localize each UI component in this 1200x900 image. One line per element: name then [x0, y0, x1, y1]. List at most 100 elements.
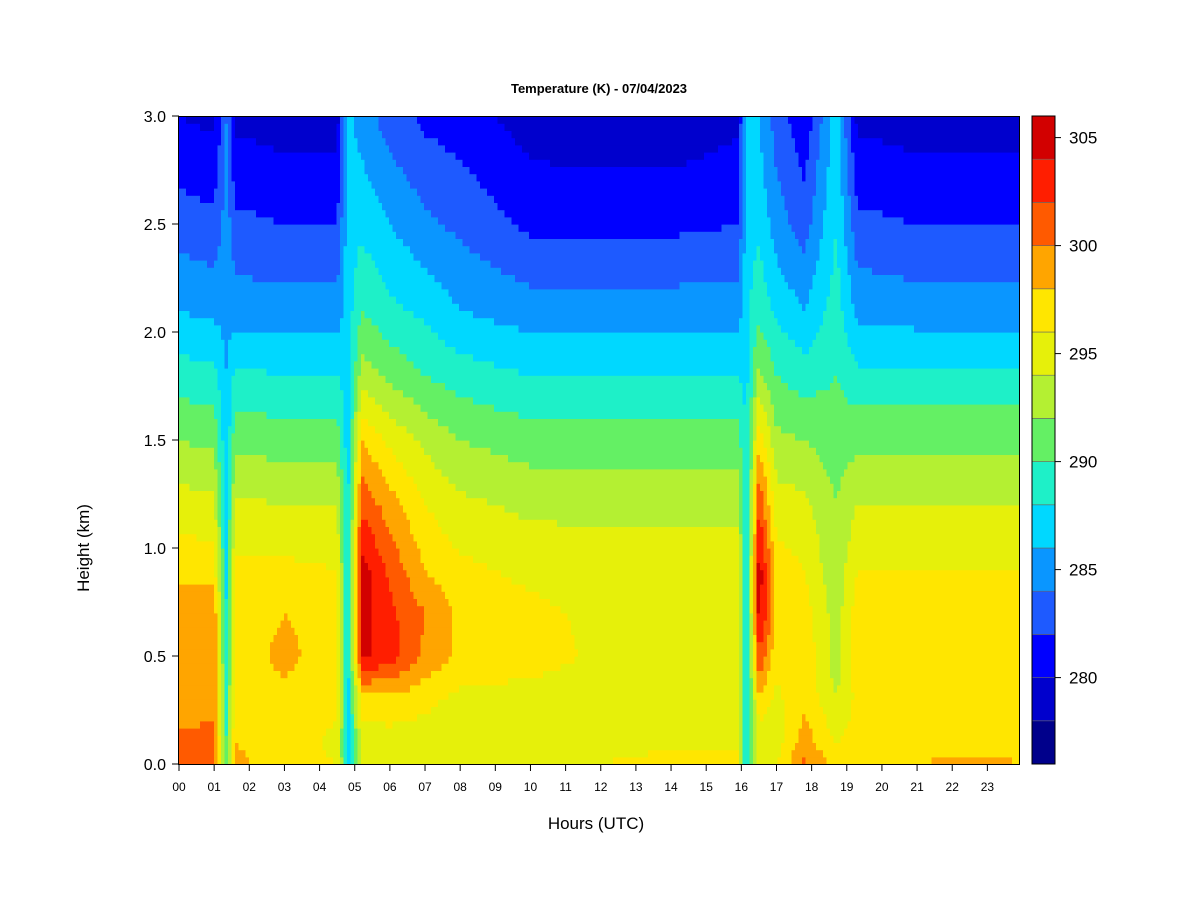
- heatmap-cell: [228, 245, 233, 254]
- heatmap-cell: [214, 396, 219, 405]
- heatmap-cell: [350, 512, 355, 520]
- heatmap-cell: [228, 173, 233, 182]
- heatmap-cell: [305, 411, 310, 419]
- heatmap-cell: [364, 317, 369, 326]
- heatmap-cell: [203, 591, 208, 599]
- heatmap-cell: [277, 677, 282, 686]
- heatmap-cell: [294, 756, 299, 765]
- heatmap-cell: [329, 130, 334, 139]
- heatmap-cell: [214, 548, 219, 556]
- heatmap-cell: [350, 375, 355, 383]
- heatmap-cell: [277, 634, 282, 643]
- heatmap-cell: [235, 440, 240, 448]
- heatmap-cell: [294, 375, 299, 383]
- heatmap-cell: [231, 245, 236, 254]
- heatmap-cell: [228, 267, 233, 275]
- heatmap-cell: [354, 663, 359, 671]
- heatmap-cell: [217, 202, 222, 211]
- heatmap-cell: [217, 144, 222, 153]
- heatmap-cell: [238, 216, 243, 225]
- heatmap-cell: [270, 591, 275, 599]
- heatmap-cell: [294, 123, 299, 131]
- heatmap-cell: [179, 130, 184, 139]
- heatmap-cell: [340, 677, 345, 686]
- heatmap-cell: [336, 533, 341, 542]
- heatmap-cell: [263, 670, 268, 679]
- heatmap-cell: [319, 202, 324, 211]
- heatmap-cell: [249, 368, 254, 376]
- heatmap-cell: [252, 195, 257, 203]
- heatmap-cell: [319, 706, 324, 715]
- heatmap-cell: [179, 180, 184, 189]
- heatmap-cell: [305, 706, 310, 715]
- heatmap-cell: [326, 598, 331, 607]
- heatmap-cell: [361, 368, 366, 376]
- heatmap-cell: [340, 159, 345, 167]
- heatmap-cell: [193, 656, 198, 664]
- heatmap-cell: [305, 368, 310, 376]
- heatmap-cell: [179, 540, 184, 549]
- heatmap-cell: [249, 548, 254, 556]
- heatmap-cell: [312, 620, 317, 628]
- heatmap-cell: [315, 231, 320, 239]
- heatmap-cell: [249, 742, 254, 751]
- heatmap-cell: [301, 166, 306, 175]
- heatmap-cell: [354, 677, 359, 686]
- heatmap-cell: [242, 382, 247, 391]
- heatmap-cell: [315, 159, 320, 167]
- heatmap-cell: [207, 548, 212, 556]
- heatmap-cell: [336, 756, 341, 765]
- heatmap-cell: [301, 382, 306, 391]
- heatmap-cell: [238, 519, 243, 527]
- heatmap-cell: [270, 720, 275, 729]
- heatmap-cell: [228, 180, 233, 189]
- heatmap-cell: [245, 476, 250, 484]
- heatmap-cell: [193, 706, 198, 715]
- heatmap-cell: [245, 634, 250, 643]
- heatmap-cell: [319, 317, 324, 326]
- heatmap-cell: [259, 584, 264, 592]
- heatmap-cell: [245, 490, 250, 499]
- heatmap-cell: [329, 310, 334, 319]
- heatmap-cell: [347, 188, 352, 196]
- heatmap-cell: [238, 411, 243, 419]
- heatmap-cell: [189, 461, 194, 470]
- heatmap-cell: [259, 533, 264, 542]
- heatmap-cell: [329, 720, 334, 729]
- heatmap-cell: [315, 742, 320, 751]
- heatmap-cell: [336, 411, 341, 419]
- heatmap-cell: [287, 252, 292, 261]
- heatmap-cell: [179, 432, 184, 441]
- heatmap-cell: [301, 720, 306, 729]
- heatmap-cell: [291, 605, 296, 614]
- heatmap-cell: [312, 260, 317, 268]
- heatmap-cell: [252, 324, 257, 333]
- heatmap-cell: [235, 425, 240, 434]
- heatmap-cell: [315, 216, 320, 225]
- heatmap-cell: [259, 188, 264, 196]
- heatmap-cell: [189, 116, 194, 124]
- heatmap-cell: [256, 627, 261, 635]
- heatmap-cell: [210, 432, 215, 441]
- heatmap-cell: [301, 195, 306, 203]
- heatmap-cell: [284, 749, 289, 758]
- heatmap-cell: [315, 519, 320, 527]
- heatmap-cell: [256, 396, 261, 405]
- heatmap-cell: [214, 188, 219, 196]
- heatmap-cell: [245, 353, 250, 362]
- heatmap-cell: [368, 656, 373, 664]
- heatmap-cell: [217, 310, 222, 319]
- heatmap-cell: [245, 317, 250, 326]
- heatmap-cell: [196, 620, 201, 628]
- heatmap-cell: [336, 526, 341, 535]
- heatmap-cell: [280, 180, 285, 189]
- heatmap-cell: [315, 324, 320, 333]
- heatmap-cell: [319, 742, 324, 751]
- heatmap-cell: [273, 173, 278, 182]
- heatmap-cell: [354, 310, 359, 319]
- heatmap-cell: [238, 238, 243, 247]
- heatmap-cell: [280, 231, 285, 239]
- heatmap-cell: [298, 483, 303, 491]
- heatmap-cell: [214, 598, 219, 607]
- heatmap-cell: [273, 252, 278, 261]
